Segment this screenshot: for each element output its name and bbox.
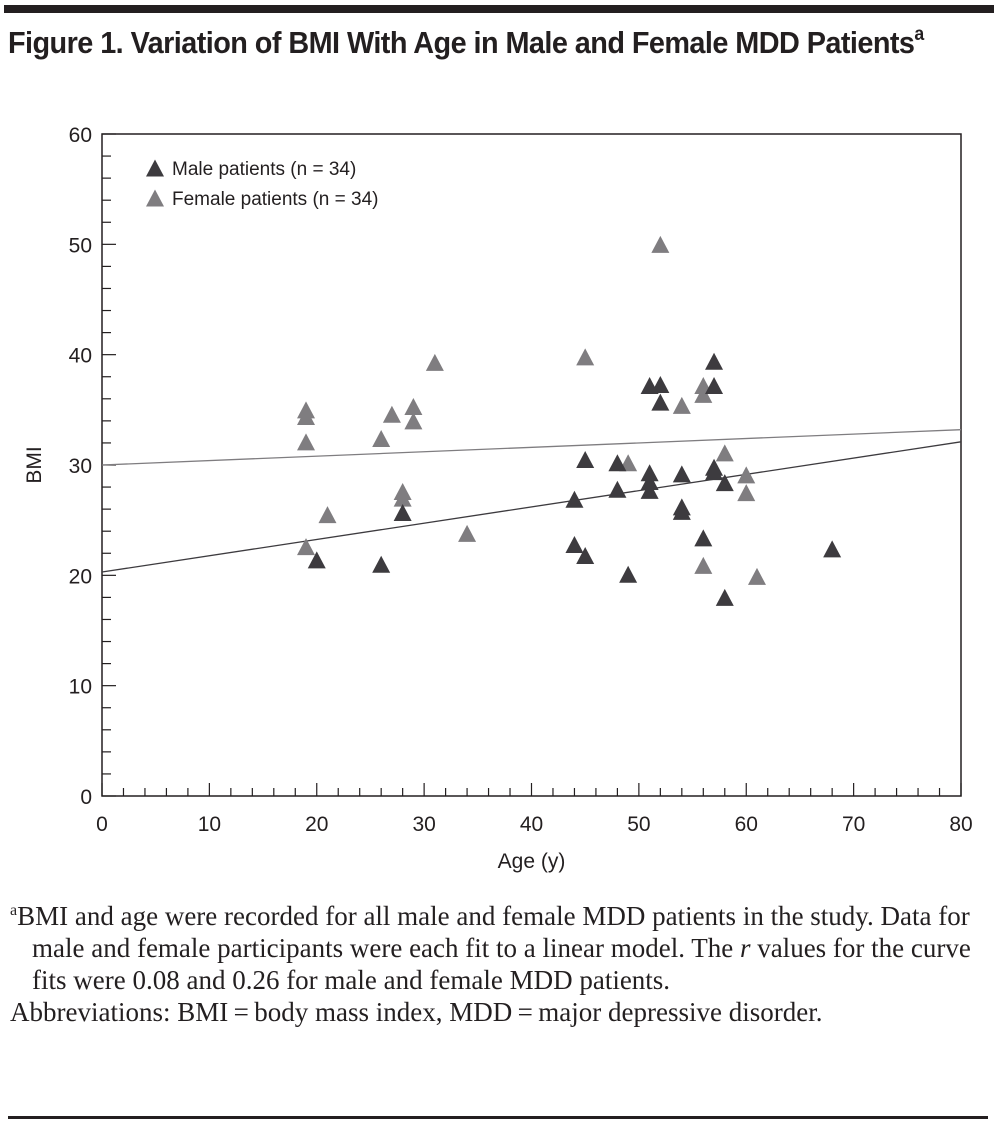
y-tick-label: 60 (69, 124, 92, 147)
female-point (651, 235, 670, 253)
female-point (297, 538, 316, 556)
female-fit-line (101, 429, 962, 466)
figure-title: Figure 1. Variation of BMI With Age in M… (8, 24, 924, 62)
male-point (372, 555, 391, 573)
male-point (640, 481, 659, 499)
footnote-text-2: values for the curve fits were 0.08 and … (32, 933, 971, 995)
y-tick-label: 10 (69, 676, 92, 699)
x-tick-label: 10 (198, 813, 221, 836)
male-point (307, 551, 326, 569)
bottom-rule (8, 1116, 988, 1119)
y-tick-label: 50 (69, 234, 92, 257)
x-tick-label: 30 (412, 813, 435, 836)
legend: Male patients (n = 34) Female patients (… (146, 159, 378, 210)
female-point (404, 412, 423, 430)
abbreviations: Abbreviations: BMI = body mass index, MD… (10, 997, 823, 1027)
x-tick-label: 40 (520, 813, 543, 836)
male-point (651, 375, 670, 393)
footnote-r-symbol: r (739, 933, 751, 963)
male-point (672, 465, 691, 483)
female-point (297, 407, 316, 425)
female-point (297, 433, 316, 451)
footnote-a: aBMI and age were recorded for all male … (10, 900, 990, 996)
x-axis-label: Age (y) (498, 850, 566, 873)
female-point (382, 405, 401, 423)
male-point (393, 503, 412, 521)
plot-area (101, 133, 962, 797)
female-point (737, 466, 756, 484)
male-point (715, 588, 734, 606)
y-tick-label: 30 (69, 455, 92, 478)
y-tick-label: 0 (80, 786, 92, 809)
fit-lines (101, 429, 962, 573)
female-point (458, 524, 477, 542)
male-point (608, 480, 627, 498)
y-axis-label: BMI (23, 446, 46, 483)
male-point (576, 546, 595, 564)
x-axis: 0 10 20 30 40 50 60 70 80 (96, 783, 973, 836)
legend-female-label: Female patients (n = 34) (172, 189, 378, 210)
y-axis: 0 10 20 30 40 50 60 (69, 124, 116, 809)
footnote: aBMI and age were recorded for all male … (10, 900, 990, 1028)
y-tick-label: 40 (69, 345, 92, 368)
female-point (404, 398, 423, 416)
male-point (705, 377, 724, 395)
legend-female-marker-icon (146, 189, 164, 207)
x-tick-label: 60 (735, 813, 758, 836)
male-point (651, 393, 670, 411)
x-tick-label: 50 (627, 813, 650, 836)
x-tick-label: 70 (842, 813, 865, 836)
female-point (393, 489, 412, 507)
male-point (608, 454, 627, 472)
male-point (823, 540, 842, 558)
female-point (576, 348, 595, 366)
female-point (747, 567, 766, 585)
footnote-text-1: BMI and age were recorded for all male a… (17, 901, 970, 963)
male-point (565, 535, 584, 553)
female-point (372, 430, 391, 448)
legend-male-label: Male patients (n = 34) (172, 159, 356, 180)
male-point (576, 450, 595, 468)
male-point (619, 565, 638, 583)
legend-male-marker-icon (146, 159, 164, 177)
male-point (694, 529, 713, 547)
male-point (705, 352, 724, 370)
male-point (640, 464, 659, 482)
male-fit-line (101, 441, 962, 573)
plot-frame (101, 133, 962, 797)
x-tick-label: 0 (96, 813, 108, 836)
x-tick-label: 80 (949, 813, 972, 836)
female-point (694, 556, 713, 574)
top-rule (4, 5, 994, 13)
y-tick-label: 20 (69, 565, 92, 588)
female-point (672, 396, 691, 414)
figure-title-text: Figure 1. Variation of BMI With Age in M… (8, 25, 915, 60)
x-tick-label: 20 (305, 813, 328, 836)
female-point (694, 385, 713, 403)
female-point (715, 444, 734, 462)
title-footnote-marker: a (914, 24, 924, 45)
female-point (737, 484, 756, 502)
female-point (318, 506, 337, 524)
male-point (715, 474, 734, 492)
male-point (640, 473, 659, 491)
male-point (672, 502, 691, 520)
footnote-marker: a (10, 902, 18, 919)
data-points (297, 235, 842, 606)
male-point (705, 463, 724, 481)
male-point (565, 490, 584, 508)
female-point (425, 353, 444, 371)
